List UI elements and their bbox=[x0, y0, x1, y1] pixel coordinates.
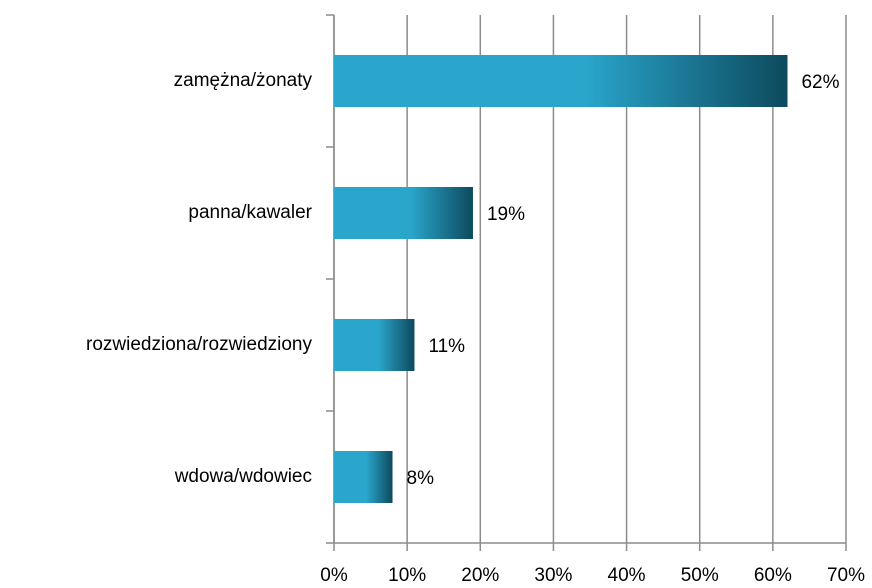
x-tick-label: 10% bbox=[388, 565, 426, 586]
bar bbox=[334, 55, 788, 107]
y-tick-label: rozwiedziona/rozwiedziony bbox=[86, 334, 312, 355]
x-tick-label: 0% bbox=[320, 565, 348, 586]
bar bbox=[334, 451, 393, 503]
bar bbox=[334, 187, 473, 239]
value-label: 8% bbox=[407, 468, 435, 489]
y-tick-label: zamężna/żonaty bbox=[174, 70, 313, 91]
x-tick-label: 60% bbox=[754, 565, 792, 586]
x-tick-label: 50% bbox=[681, 565, 719, 586]
y-tick-label: wdowa/wdowiec bbox=[174, 466, 312, 487]
value-label: 11% bbox=[428, 336, 465, 357]
x-tick-label: 30% bbox=[534, 565, 572, 586]
x-tick-label: 40% bbox=[608, 565, 646, 586]
value-label: 62% bbox=[801, 72, 839, 93]
bar bbox=[334, 319, 415, 371]
y-tick-label: panna/kawaler bbox=[188, 202, 312, 223]
value-label: 19% bbox=[487, 204, 525, 225]
x-tick-label: 70% bbox=[827, 565, 865, 586]
x-tick-label: 20% bbox=[461, 565, 499, 586]
